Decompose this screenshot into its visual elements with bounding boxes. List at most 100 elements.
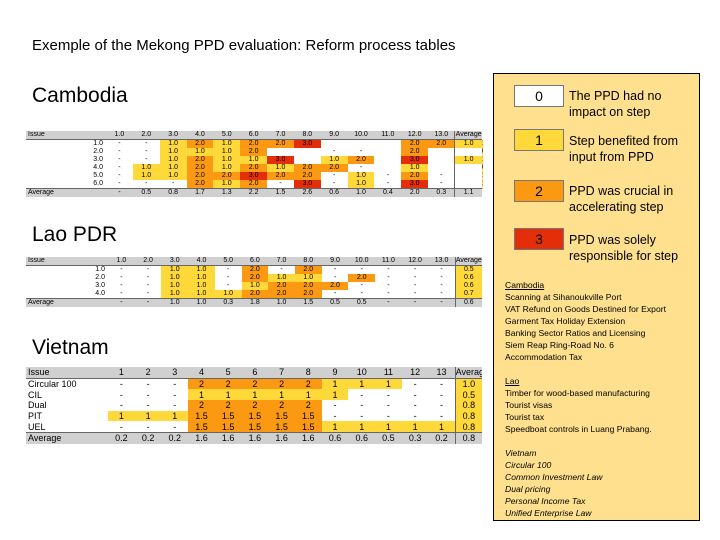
table-cell: 1.0 — [240, 156, 268, 164]
table-cell: 1.0 — [454, 156, 482, 164]
table-cell: 2 — [188, 378, 215, 390]
table-cell: - — [161, 389, 189, 401]
table-cell: 1.0 — [159, 164, 187, 172]
table-cell: - — [348, 389, 376, 401]
table-row: UEL - - -1.5 1.5 1.5 1.5 1.5 1 1 1 1 1 0.8 — [26, 421, 482, 433]
table-cell: - — [375, 410, 402, 422]
table-cell: - — [401, 274, 429, 282]
table-cell: - — [428, 378, 456, 390]
table-cell: 2 — [241, 378, 269, 390]
table-cell: - — [268, 265, 295, 274]
column-header: 8.0 — [294, 257, 322, 266]
table-cell: - — [108, 265, 135, 274]
average-cell: - — [375, 298, 402, 307]
table-cell: 1.5 — [268, 421, 295, 433]
table-cell: - — [320, 180, 348, 189]
column-header: Average — [454, 257, 482, 266]
table-cell: 1.5 — [214, 410, 242, 422]
average-cell: 1.6 — [294, 432, 322, 444]
table-cell: - — [348, 400, 376, 411]
table-cell: 2.0 — [347, 156, 375, 164]
table-row: 1.0--1.02.01.02.02.03.02.02.01.01.5 — [26, 139, 482, 148]
average-cell: - — [134, 298, 162, 307]
table-cell: 1.0 — [213, 148, 241, 156]
table-cell: 2 — [294, 400, 322, 411]
table-cell — [374, 156, 402, 164]
table-cell: - — [401, 265, 429, 274]
average-cell: 1.0 — [188, 298, 215, 307]
average-cell: 1.0 — [347, 188, 375, 197]
table-cell: 2 — [268, 378, 295, 390]
table-cell: - — [159, 180, 187, 189]
table-cell: 2.0 — [320, 164, 348, 172]
table-row: 1.0- -1.0 1.0-2.0-2.0- - - - -0.5 — [26, 265, 482, 274]
column-header: 4.0 — [186, 131, 214, 140]
table-header-row: Issue12345678910111213Average — [26, 367, 482, 379]
table-average-row: Average - -1.0 1.0 0.3 1.8 1.0 1.5 0.5 0.5- - -0.6 — [26, 298, 482, 307]
column-header: 2 — [134, 367, 162, 379]
table-cell: 1 — [348, 421, 376, 433]
average-cell: 1.5 — [294, 298, 322, 307]
table-cell: - — [321, 290, 349, 299]
table-cell: - — [401, 378, 429, 390]
table-cell: 2.0 — [186, 180, 214, 189]
table-cell: 1.0 — [188, 290, 215, 299]
table-cell: - — [106, 156, 133, 164]
note-item: Accommodation Tax — [505, 352, 583, 362]
column-header: 7.0 — [267, 131, 294, 140]
table-cell — [347, 139, 375, 148]
note-item: Scanning at Sihanoukville Port — [505, 292, 622, 302]
column-header: Issue — [26, 367, 109, 379]
row-label: 1.0 — [95, 266, 106, 273]
table-cell: 1 — [108, 410, 135, 422]
table-cell: 1 — [268, 389, 295, 401]
column-header: 6.0 — [241, 257, 269, 266]
table-cell: 2.0 — [186, 164, 214, 172]
average-cell: 0.2 — [161, 432, 189, 444]
table-cell: - — [161, 400, 189, 411]
table-cell: - — [347, 148, 375, 156]
row-label: 1.0 — [93, 140, 103, 147]
table-cell: - — [267, 180, 294, 189]
table-cell — [293, 156, 321, 164]
table-cell: 2.0 — [267, 172, 294, 180]
note-item: Tourist visas — [505, 400, 553, 410]
table-cell: 1.0 — [241, 282, 269, 290]
table-cell: 1.0 — [454, 378, 482, 390]
row-label: 2.0 — [95, 274, 106, 281]
column-header: 11.0 — [375, 257, 402, 266]
table-cell: - — [108, 389, 135, 401]
table-average-row: Average 0.2 0.2 0.2 1.6 1.6 1.6 1.6 1.6 0.6 0.6 0.5… — [26, 432, 482, 444]
table-cell: 2.0 — [240, 180, 268, 189]
table-cell: 0.5 — [454, 389, 482, 401]
table-cell: 1 — [321, 421, 349, 433]
table-cell: 1.0 — [347, 172, 375, 180]
table-cell: - — [428, 274, 456, 282]
column-header: 8.0 — [293, 131, 321, 140]
table-row: CIL - - -1 1 1 1 1 1- - - -0.5 — [26, 389, 482, 401]
table-cell: - — [321, 274, 349, 282]
table-cell: 3.0 — [293, 139, 321, 148]
table-cell: 2.0 — [186, 139, 214, 148]
table-cell: - — [348, 290, 376, 299]
column-header: 9.0 — [321, 257, 349, 266]
average-cell: - — [401, 298, 429, 307]
column-header: 11 — [375, 367, 402, 379]
column-header: 13.0 — [428, 131, 455, 140]
table-cell: 0.5 — [454, 265, 482, 274]
table-cell: 3.0 — [293, 180, 321, 189]
average-cell: 0.8 — [159, 188, 187, 197]
table-cell: 1 — [321, 389, 349, 401]
table-cell: - — [108, 421, 135, 433]
notes-heading-cambodia: Cambodia — [505, 280, 545, 290]
average-cell: 2.0 — [401, 188, 429, 197]
table-cell: - — [134, 290, 162, 299]
column-header: 3.0 — [159, 131, 187, 140]
table-cell: - — [375, 282, 402, 290]
table-cell: 1.0 — [161, 265, 189, 274]
average-cell: 1.6 — [214, 432, 242, 444]
table-cell: 1.0 — [214, 290, 242, 299]
average-cell: - — [428, 298, 456, 307]
table-cell: 1.0 — [161, 290, 189, 299]
column-header: 12 — [401, 367, 429, 379]
